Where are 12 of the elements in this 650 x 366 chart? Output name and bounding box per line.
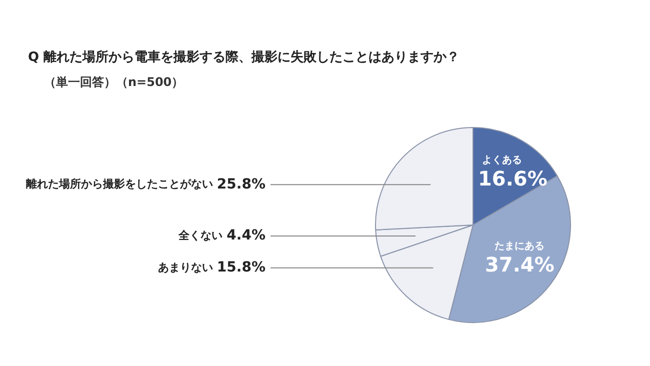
slice-label: あまりない — [158, 260, 213, 274]
slice-label: たまにある — [494, 240, 545, 252]
chart-subtitle: （単一回答）（n=500） — [44, 74, 184, 91]
data-label: 37.4% — [484, 252, 554, 276]
slice-label: 離れた場所から撮影をしたことがない — [24, 178, 213, 191]
data-label: 16.6% — [478, 166, 548, 190]
slice-label: 全くない — [178, 228, 223, 242]
slice-label: よくある — [482, 154, 522, 166]
chart-title: Q 離れた場所から電車を撮影する際、撮影に失敗したことはありますか？ — [28, 49, 460, 66]
data-label: 4.4% — [226, 228, 266, 244]
data-label: 25.8% — [216, 176, 266, 192]
data-label: 15.8% — [216, 260, 266, 276]
